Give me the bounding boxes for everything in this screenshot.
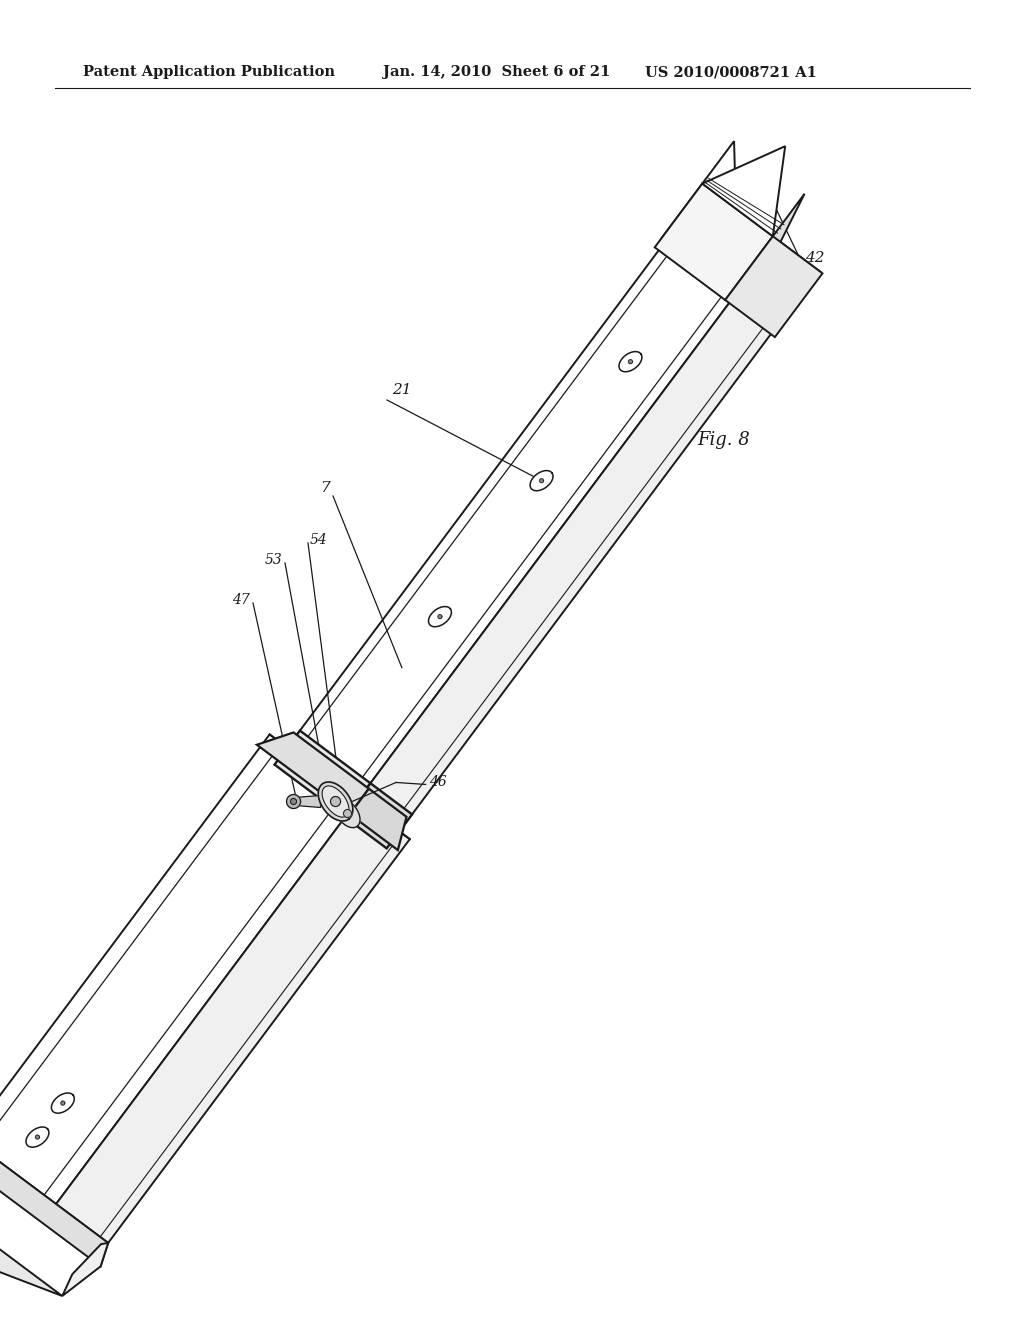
Polygon shape [343,809,351,817]
Polygon shape [274,730,371,817]
Polygon shape [287,207,761,800]
Polygon shape [654,183,773,300]
Polygon shape [331,796,341,807]
Polygon shape [540,479,544,483]
Polygon shape [438,615,442,619]
Text: 53: 53 [264,553,282,568]
Text: 46: 46 [429,775,446,789]
Polygon shape [294,796,321,808]
Polygon shape [350,788,407,850]
Polygon shape [287,795,301,809]
Polygon shape [731,194,805,294]
Text: 47: 47 [232,593,250,607]
Polygon shape [0,1135,109,1266]
Polygon shape [36,1135,40,1139]
Polygon shape [629,359,633,364]
Polygon shape [725,236,822,337]
Polygon shape [323,785,349,817]
Polygon shape [257,733,369,814]
Polygon shape [335,800,360,828]
Polygon shape [60,1101,65,1105]
Text: Fig. 8: Fig. 8 [697,432,750,449]
Polygon shape [428,607,452,627]
Polygon shape [51,1093,75,1113]
Polygon shape [26,1127,49,1147]
Polygon shape [0,734,357,1204]
Polygon shape [318,781,353,821]
Text: 42: 42 [805,251,824,265]
Polygon shape [702,147,785,236]
Text: 7: 7 [321,480,330,495]
Text: Patent Application Publication: Patent Application Publication [83,65,335,79]
Text: 54: 54 [310,533,328,546]
Polygon shape [690,183,821,292]
Text: Jan. 14, 2010  Sheet 6 of 21: Jan. 14, 2010 Sheet 6 of 21 [383,65,610,79]
Polygon shape [662,141,738,282]
Polygon shape [56,800,410,1243]
Polygon shape [357,260,803,832]
Polygon shape [618,351,642,372]
Polygon shape [0,1183,62,1296]
Polygon shape [291,799,297,804]
Polygon shape [62,1243,109,1296]
Polygon shape [345,783,412,849]
Polygon shape [530,471,553,491]
Text: US 2010/0008721 A1: US 2010/0008721 A1 [645,65,817,79]
Text: 21: 21 [392,383,412,397]
